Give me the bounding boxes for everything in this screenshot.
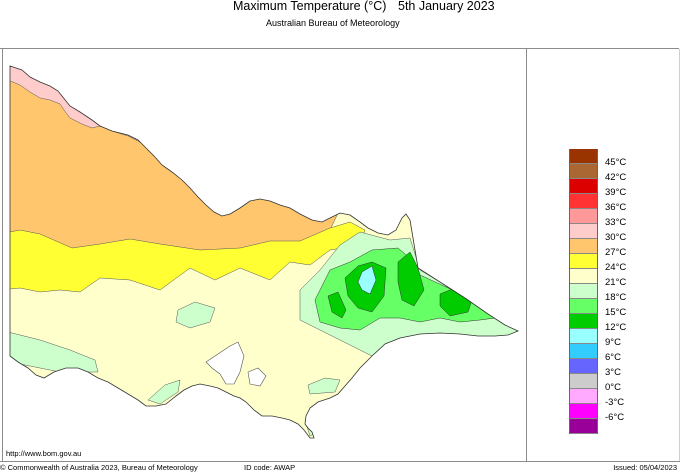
website-url[interactable]: http://www.bom.gov.au: [6, 449, 82, 458]
legend-swatch: [570, 254, 597, 269]
legend-swatch: [570, 299, 597, 314]
legend-color-bar: [569, 149, 598, 434]
map-frame-top: [0, 48, 679, 462]
legend-swatch: [570, 239, 597, 254]
copyright-notice: © Commonwealth of Australia 2023, Bureau…: [0, 463, 198, 472]
legend-label: 24°C: [605, 262, 627, 273]
legend-label: 30°C: [605, 232, 627, 243]
map-date: 5th January 2023: [398, 0, 495, 13]
legend-label: -3°C: [605, 397, 625, 408]
legend-label: 18°C: [605, 292, 627, 303]
legend-label: 3°C: [605, 367, 621, 378]
legend-swatch: [570, 164, 597, 179]
frame-left-border: [2, 48, 3, 462]
legend-label: 15°C: [605, 307, 627, 318]
id-code: ID code: AWAP: [244, 463, 296, 472]
frame-divider: [526, 49, 527, 462]
legend-label: 21°C: [605, 277, 627, 288]
legend-swatch: [570, 419, 597, 434]
temperature-map: [9, 65, 520, 439]
legend-swatch: [570, 194, 597, 209]
legend-label: 6°C: [605, 352, 621, 363]
legend-label: 33°C: [605, 217, 627, 228]
legend-label: 27°C: [605, 247, 627, 258]
legend-swatch: [570, 329, 597, 344]
legend-swatch: [570, 404, 597, 419]
legend-swatch: [570, 359, 597, 374]
legend-swatch: [570, 374, 597, 389]
legend-label: 42°C: [605, 172, 627, 183]
legend-swatch: [570, 269, 597, 284]
legend-label: 12°C: [605, 322, 627, 333]
legend-swatch: [570, 149, 597, 164]
issued-date: Issued: 05/04/2023: [613, 463, 677, 472]
legend-label: 0°C: [605, 382, 621, 393]
legend-swatch: [570, 224, 597, 239]
legend-label: 9°C: [605, 337, 621, 348]
legend-label: 45°C: [605, 157, 627, 168]
legend-label: -6°C: [605, 412, 625, 423]
frame-bottom-border: [0, 461, 680, 462]
map-title: Maximum Temperature (°C): [233, 0, 387, 13]
legend-swatch: [570, 314, 597, 329]
legend-label: 39°C: [605, 187, 627, 198]
legend-swatch: [570, 179, 597, 194]
legend-swatch: [570, 389, 597, 404]
legend-swatch: [570, 344, 597, 359]
color-legend: 45°C 42°C 39°C 36°C 33°C 30°C 27°C 24°C 21°C 18°C…: [569, 149, 626, 434]
agency-name: Australian Bureau of Meteorology: [266, 18, 400, 28]
legend-label: 36°C: [605, 202, 627, 213]
legend-swatch: [570, 284, 597, 299]
legend-swatch: [570, 209, 597, 224]
